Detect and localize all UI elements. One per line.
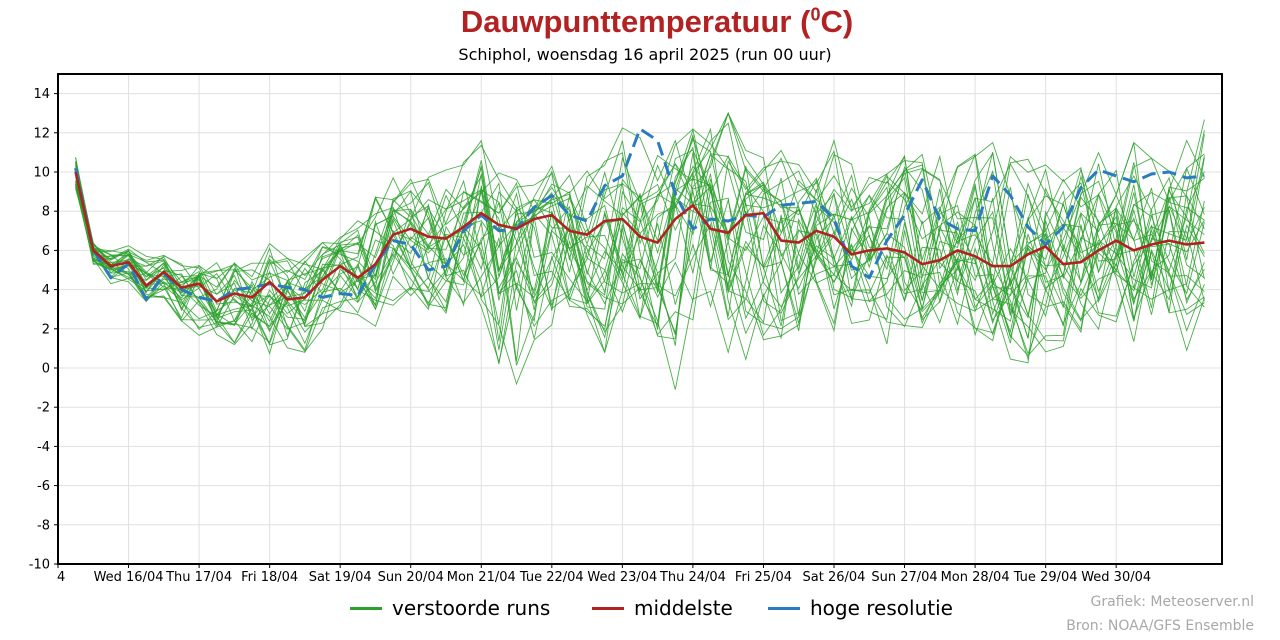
- legend-ensemble-label: verstoorde runs: [392, 596, 551, 620]
- ensemble-member-line: [75, 139, 1205, 356]
- chart-grid: [58, 74, 1222, 565]
- main-series: [74, 127, 1205, 303]
- ensemble-member-line: [75, 127, 1205, 357]
- chart-title-degree: 0: [810, 4, 821, 25]
- ensemble-member-line: [75, 128, 1205, 334]
- y-tick-label: -8: [37, 518, 50, 533]
- y-tick-label: -6: [37, 479, 50, 494]
- credit-graph: Grafiek: Meteoserver.nl: [1090, 594, 1255, 610]
- legend-hires: hoge resolutie: [768, 596, 953, 620]
- chart-title-text: Dauwpunttemperatuur (: [460, 4, 811, 39]
- ensemble-member-line: [75, 119, 1205, 344]
- ensemble-lines: [75, 111, 1205, 390]
- x-tick-label: Thu 17/04: [165, 570, 232, 585]
- x-tick-label: Mon 28/04: [941, 570, 1010, 585]
- x-tick-label: 4: [57, 570, 65, 585]
- x-tick-label: Sun 20/04: [378, 570, 444, 585]
- y-tick-label: 0: [42, 362, 50, 377]
- ensemble-member-line: [75, 149, 1205, 351]
- x-tick-label: Sat 19/04: [309, 570, 372, 585]
- legend-median-swatch: [592, 606, 624, 610]
- ensemble-member-line: [75, 167, 1205, 352]
- y-tick-label: 4: [42, 283, 50, 298]
- ensemble-member-line: [75, 167, 1205, 390]
- legend-ensemble: verstoorde runs: [350, 596, 550, 620]
- legend-median-label: middelste: [634, 596, 733, 620]
- ensemble-member-line: [75, 144, 1205, 337]
- y-tick-label: 2: [42, 322, 50, 337]
- x-tick-label: Thu 24/04: [659, 570, 726, 585]
- legend-median: middelste: [592, 596, 733, 620]
- x-tick-label: Mon 21/04: [447, 570, 516, 585]
- x-tick-label: Wed 16/04: [94, 570, 164, 585]
- legend-hires-swatch: [768, 606, 800, 610]
- chart-title: Dauwpunttemperatuur (0C): [0, 4, 1280, 40]
- y-tick-label: -10: [29, 558, 50, 573]
- ensemble-member-line: [75, 167, 1205, 362]
- ensemble-member-line: [75, 112, 1205, 328]
- y-tick-label: 12: [33, 126, 50, 141]
- x-tick-label: Sat 26/04: [803, 570, 866, 585]
- legend-hires-label: hoge resolutie: [810, 596, 953, 620]
- y-tick-label: 8: [42, 205, 50, 220]
- x-tick-label: Wed 30/04: [1081, 570, 1151, 585]
- y-tick-label: 10: [33, 166, 50, 181]
- credit-source: Bron: NOAA/GFS Ensemble: [1066, 618, 1254, 634]
- hires-line: [74, 127, 1205, 303]
- x-axis: 4 Wed 16/04 Thu 17/04 Fri 18/04 Sat 19/04 Sun…: [57, 564, 1151, 585]
- median-line: [74, 171, 1205, 303]
- y-tick-label: 6: [42, 244, 50, 259]
- y-tick-label: -4: [37, 440, 50, 455]
- y-tick-label: -2: [37, 401, 50, 416]
- y-axis: -10 -8 -6 -4 -2 0 2 4 6 8 10 12 14: [29, 87, 58, 573]
- x-tick-label: Sun 27/04: [871, 570, 937, 585]
- x-tick-label: Tue 29/04: [1013, 570, 1078, 585]
- ensemble-member-line: [75, 151, 1205, 335]
- y-tick-label: 14: [33, 87, 50, 102]
- x-tick-label: Fri 25/04: [735, 570, 792, 585]
- plot-frame: [57, 73, 1223, 565]
- chart-subtitle: Schiphol, woensdag 16 april 2025 (run 00…: [458, 45, 832, 64]
- ensemble-member-line: [75, 127, 1205, 346]
- x-tick-label: Tue 22/04: [519, 570, 584, 585]
- x-tick-label: Fri 18/04: [241, 570, 298, 585]
- x-tick-label: Wed 23/04: [587, 570, 657, 585]
- legend-ensemble-swatch: [350, 606, 382, 610]
- chart-title-unit: C): [820, 4, 854, 39]
- ensemble-member-line: [75, 134, 1205, 351]
